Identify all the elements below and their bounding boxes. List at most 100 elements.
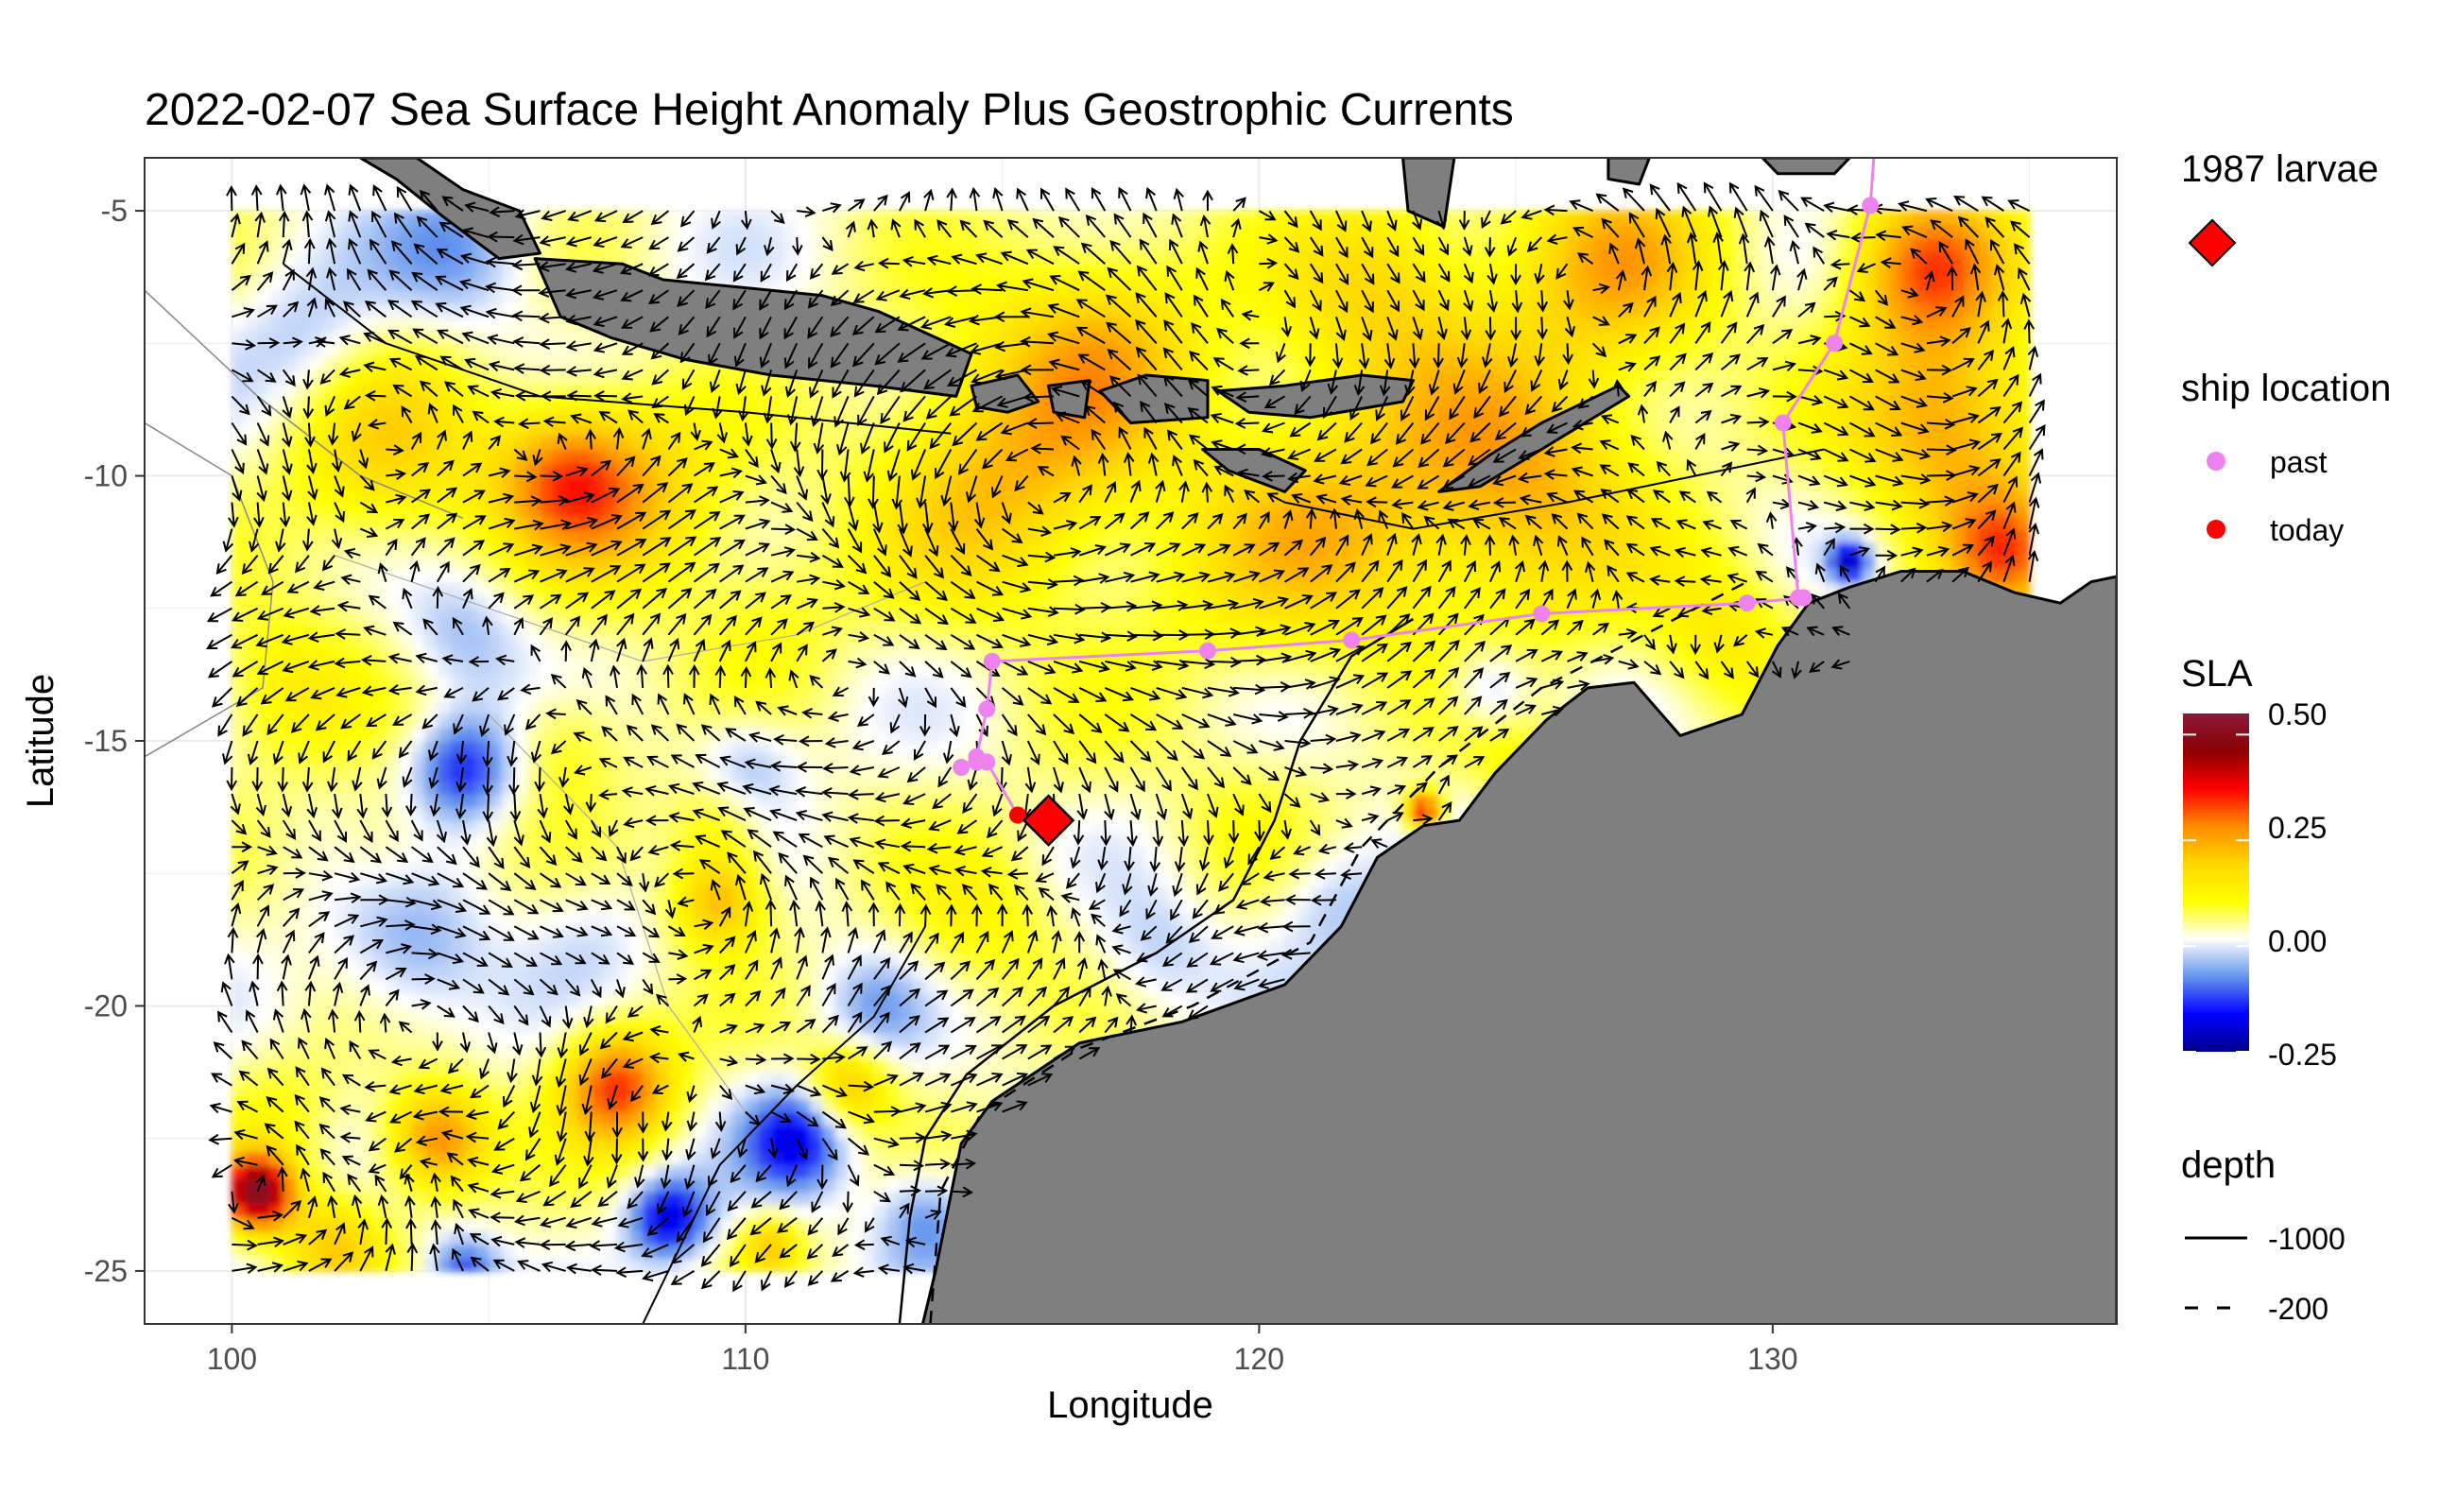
sla-cell: [565, 449, 580, 464]
sla-cell: [719, 873, 734, 887]
sla-cell: [797, 1125, 811, 1140]
sla-cell: [463, 1138, 477, 1153]
sla-cell: [899, 728, 914, 742]
sla-cell: [437, 1204, 452, 1219]
sla-cell: [937, 1032, 953, 1047]
sla-cell: [565, 661, 580, 676]
sla-cell: [899, 1138, 914, 1153]
sla-cell: [873, 847, 888, 861]
sla-cell: [283, 1072, 298, 1087]
sla-cell: [399, 833, 413, 848]
sla-cell: [873, 621, 888, 636]
sla-cell: [1015, 515, 1029, 530]
sla-cell: [951, 237, 965, 251]
sla-cell: [937, 700, 953, 715]
sla-cell: [399, 1151, 413, 1166]
sla-cell: [565, 502, 580, 517]
sla-cell: [308, 317, 323, 332]
sla-cell: [489, 317, 503, 332]
sla-cell: [296, 741, 310, 755]
sla-cell: [296, 621, 310, 636]
sla-cell: [411, 833, 425, 848]
sla-cell: [335, 211, 349, 225]
sla-cell: [565, 621, 580, 636]
sla-cell: [1015, 992, 1029, 1007]
sla-cell: [745, 1005, 760, 1021]
sla-cell: [399, 687, 413, 702]
sla-cell: [629, 1257, 644, 1272]
sla-cell: [399, 1111, 413, 1126]
sla-cell: [526, 1058, 541, 1074]
sla-cell: [591, 687, 606, 702]
sla-cell: [848, 728, 862, 742]
sla-cell: [463, 317, 477, 332]
sla-cell: [1015, 317, 1029, 332]
sla-cell: [719, 1111, 734, 1126]
sla-cell: [925, 741, 939, 755]
sla-cell: [437, 741, 452, 755]
sla-cell: [411, 1058, 425, 1074]
sla-cell: [655, 833, 670, 848]
sla-cell: [424, 886, 438, 902]
sla-cell: [372, 436, 387, 451]
sla-cell: [732, 1204, 747, 1219]
sla-cell: [771, 860, 785, 874]
sla-cell: [501, 1177, 516, 1193]
sla-cell: [386, 475, 400, 490]
sla-cell: [668, 1191, 682, 1206]
sla-cell: [489, 953, 503, 968]
sla-cell: [835, 992, 850, 1007]
sla-cell: [450, 1098, 464, 1113]
sla-cell: [937, 264, 953, 278]
sla-cell: [629, 383, 644, 398]
sla-cell: [360, 250, 374, 265]
sla-cell: [643, 1138, 657, 1153]
sla-cell: [745, 714, 760, 729]
sla-cell: [925, 674, 939, 689]
sla-cell: [899, 1151, 914, 1166]
sla-cell: [822, 900, 836, 915]
sla-cell: [591, 555, 606, 570]
sla-cell: [257, 502, 271, 517]
sla-cell: [809, 1164, 824, 1179]
sla-cell: [424, 1072, 438, 1087]
sla-cell: [745, 767, 760, 782]
sla-cell: [270, 436, 284, 451]
sla-cell: [899, 781, 914, 795]
sla-cell: [771, 515, 785, 530]
sla-cell: [617, 475, 631, 490]
sla-cell: [270, 581, 284, 596]
sla-cell: [873, 277, 888, 291]
sla-cell: [463, 528, 477, 543]
sla-cell: [989, 436, 1004, 451]
sla-cell: [848, 1217, 862, 1232]
sla-cell: [296, 436, 310, 451]
sla-cell: [489, 820, 503, 834]
sla-cell: [719, 1005, 734, 1021]
sla-cell: [912, 1085, 926, 1100]
sla-cell: [925, 807, 939, 821]
sla-cell: [489, 794, 503, 808]
sla-cell: [424, 1204, 438, 1219]
sla-cell: [399, 1005, 413, 1021]
sla-cell: [270, 356, 284, 371]
sla-cell: [565, 1085, 580, 1100]
sla-cell: [1015, 714, 1029, 729]
sla-cell: [680, 1058, 696, 1074]
sla-cell: [873, 396, 888, 411]
sla-cell: [245, 873, 259, 887]
sla-cell: [424, 343, 438, 358]
sla-cell: [489, 581, 503, 596]
sla-cell: [565, 1072, 580, 1087]
sla-cell: [257, 568, 271, 583]
sla-cell: [899, 621, 914, 636]
sla-cell: [771, 741, 785, 755]
sla-cell: [797, 687, 811, 702]
sla-cell: [976, 581, 990, 596]
sla-cell: [604, 939, 618, 954]
sla-cell: [643, 966, 657, 981]
sla-cell: [399, 528, 413, 543]
sla-cell: [321, 900, 335, 915]
sla-cell: [232, 290, 246, 304]
sla-cell: [719, 1098, 734, 1113]
